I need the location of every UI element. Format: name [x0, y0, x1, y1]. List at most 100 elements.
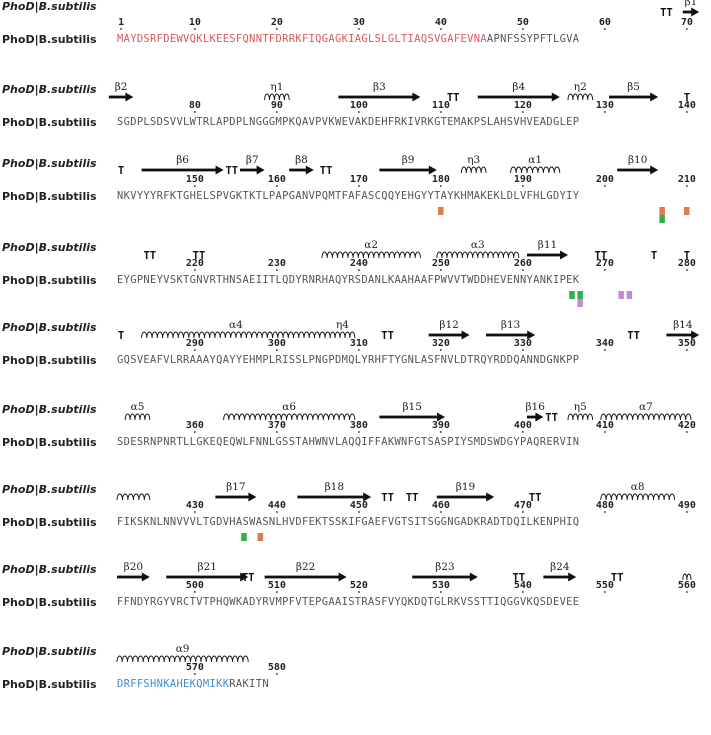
- residue-tick-dot: [604, 185, 606, 187]
- residue-number: 560: [678, 580, 696, 591]
- residue-number: 70: [681, 17, 693, 28]
- sequence-segment: FIKSKNLNNVVVLTGDVHASWASNLHVDFEKTSSKIFGAE…: [117, 516, 580, 528]
- residue-tick-dot: [358, 511, 360, 513]
- turn-marker: T: [118, 330, 124, 342]
- residue-number: 350: [678, 338, 696, 349]
- residue-tick-dot: [194, 591, 196, 593]
- strand-arrow-head: [437, 412, 445, 422]
- strand-arrow-head: [240, 572, 249, 582]
- residue-number: 550: [596, 580, 614, 591]
- alignment-block: PhoD|B.subtilis PhoD|B.subtilis EYGPNEYVSK…: [0, 239, 711, 331]
- helix-coil: [223, 413, 356, 421]
- strand-label: β8: [295, 154, 308, 166]
- residue-highlight-mark: [577, 299, 583, 307]
- strand-arrow-head: [650, 165, 659, 175]
- strand-arrow-shaft: [289, 168, 307, 172]
- residue-tick-dot: [358, 349, 360, 351]
- alignment-block: PhoD|B.subtilis PhoD|B.subtilis SGDPLSDSVV…: [0, 81, 711, 173]
- residue-highlight-mark: [684, 207, 690, 215]
- strand-arrow-head: [691, 7, 700, 17]
- strand-arrow-head: [141, 572, 150, 582]
- structure-row-label: PhoD|B.subtilis: [2, 83, 97, 96]
- residue-number: 90: [271, 100, 283, 111]
- residue-tick-dot: [522, 269, 524, 271]
- sequence-text: DRFFSHNKAHEKQMIKKRAKITN: [117, 678, 269, 690]
- residue-tick-dot: [440, 591, 442, 593]
- turn-marker: TT: [447, 92, 460, 104]
- residue-tick-dot: [604, 269, 606, 271]
- helix-coil: [600, 413, 692, 421]
- residue-number: 240: [350, 258, 368, 269]
- residue-highlight-mark: [618, 291, 624, 299]
- residue-tick-dot: [686, 185, 688, 187]
- helix-label: η2: [574, 81, 587, 93]
- residue-number: 400: [514, 420, 532, 431]
- sequence-segment: GQSVEAFVLRRAAAYQAYYEHMPLRISSLPNGPDMQLYRH…: [117, 354, 580, 366]
- turn-marker: T: [684, 92, 690, 104]
- helix-coil: [510, 166, 561, 174]
- helix-coil: [116, 493, 151, 501]
- residue-number: 470: [514, 500, 532, 511]
- structure-row-label: PhoD|B.subtilis: [2, 403, 97, 416]
- strand-arrow-shaft: [666, 333, 693, 337]
- sequence-segment: NKVYYYRFKTGHELSPVGKTKTLPAPGANVPQMTFAFASC…: [117, 190, 580, 202]
- turn-marker: T: [684, 250, 690, 262]
- residue-number: 410: [596, 420, 614, 431]
- turn-marker: TT: [193, 250, 206, 262]
- residue-tick-dot: [604, 511, 606, 513]
- helix-label: α8: [631, 481, 645, 493]
- structure-row-label: PhoD|B.subtilis: [2, 563, 97, 576]
- residue-number: 200: [596, 174, 614, 185]
- residue-number: 530: [432, 580, 450, 591]
- strand-label: β1: [685, 0, 698, 8]
- residue-tick-dot: [194, 269, 196, 271]
- residue-number: 140: [678, 100, 696, 111]
- residue-number: 130: [596, 100, 614, 111]
- residue-number: 360: [186, 420, 204, 431]
- strand-arrow-head: [412, 92, 421, 102]
- residue-tick-dot: [604, 591, 606, 593]
- residue-tick-dot: [276, 349, 278, 351]
- turn-marker: TT: [225, 165, 238, 177]
- strand-arrow-head: [535, 412, 544, 422]
- sequence-segment: MAYDSRFDEWVQKLKEESFQNNTFDRRKFIQGAGKIAGLS…: [117, 33, 487, 45]
- strand-arrow-head: [305, 165, 314, 175]
- residue-number: 1: [118, 17, 124, 28]
- turn-marker: TT: [512, 572, 525, 584]
- sequence-segment: APNFSSYPFTLGVA: [486, 33, 580, 45]
- residue-number: 460: [432, 500, 450, 511]
- helix-label: η4: [336, 319, 349, 331]
- residue-number: 190: [514, 174, 532, 185]
- strand-label: β23: [435, 561, 454, 573]
- structure-row-label: PhoD|B.subtilis: [2, 0, 97, 13]
- strand-label: β22: [296, 561, 315, 573]
- strand-label: β7: [246, 154, 259, 166]
- sequence-text: MAYDSRFDEWVQKLKEESFQNNTFDRRKFIQGAGKIAGLS…: [117, 33, 579, 45]
- residue-number: 440: [268, 500, 286, 511]
- residue-tick-dot: [276, 185, 278, 187]
- strand-arrow-head: [461, 330, 470, 340]
- alignment-block: PhoD|B.subtilis PhoD|B.subtilis MAYDSRFDEW…: [0, 0, 711, 90]
- residue-tick-dot: [194, 511, 196, 513]
- turn-marker: TT: [242, 572, 255, 584]
- residue-tick-dot: [604, 28, 606, 30]
- helix-label: η5: [574, 401, 587, 413]
- residue-tick-dot: [522, 431, 524, 433]
- alignment-block: PhoD|B.subtilis PhoD|B.subtilis FFNDYRGYVR…: [0, 561, 711, 653]
- residue-number: 380: [350, 420, 368, 431]
- residue-number: 50: [517, 17, 529, 28]
- helix-coil: [116, 655, 249, 663]
- strand-arrow-shaft: [617, 168, 652, 172]
- secondary-structure-track: 500 510 520 530 540 550 560 β20 β21 TT β22 β23 TT β24…: [117, 561, 696, 593]
- strand-arrow-shaft: [477, 95, 553, 99]
- strand-arrow-head: [256, 165, 265, 175]
- residue-tick-dot: [276, 269, 278, 271]
- residue-tick-dot: [686, 511, 688, 513]
- residue-tick-dot: [440, 349, 442, 351]
- residue-highlight-mark: [659, 215, 665, 223]
- turn-marker: TT: [545, 412, 558, 424]
- helix-label: η3: [467, 154, 480, 166]
- residue-number: 490: [678, 500, 696, 511]
- strand-label: β10: [628, 154, 647, 166]
- residue-number: 220: [186, 258, 204, 269]
